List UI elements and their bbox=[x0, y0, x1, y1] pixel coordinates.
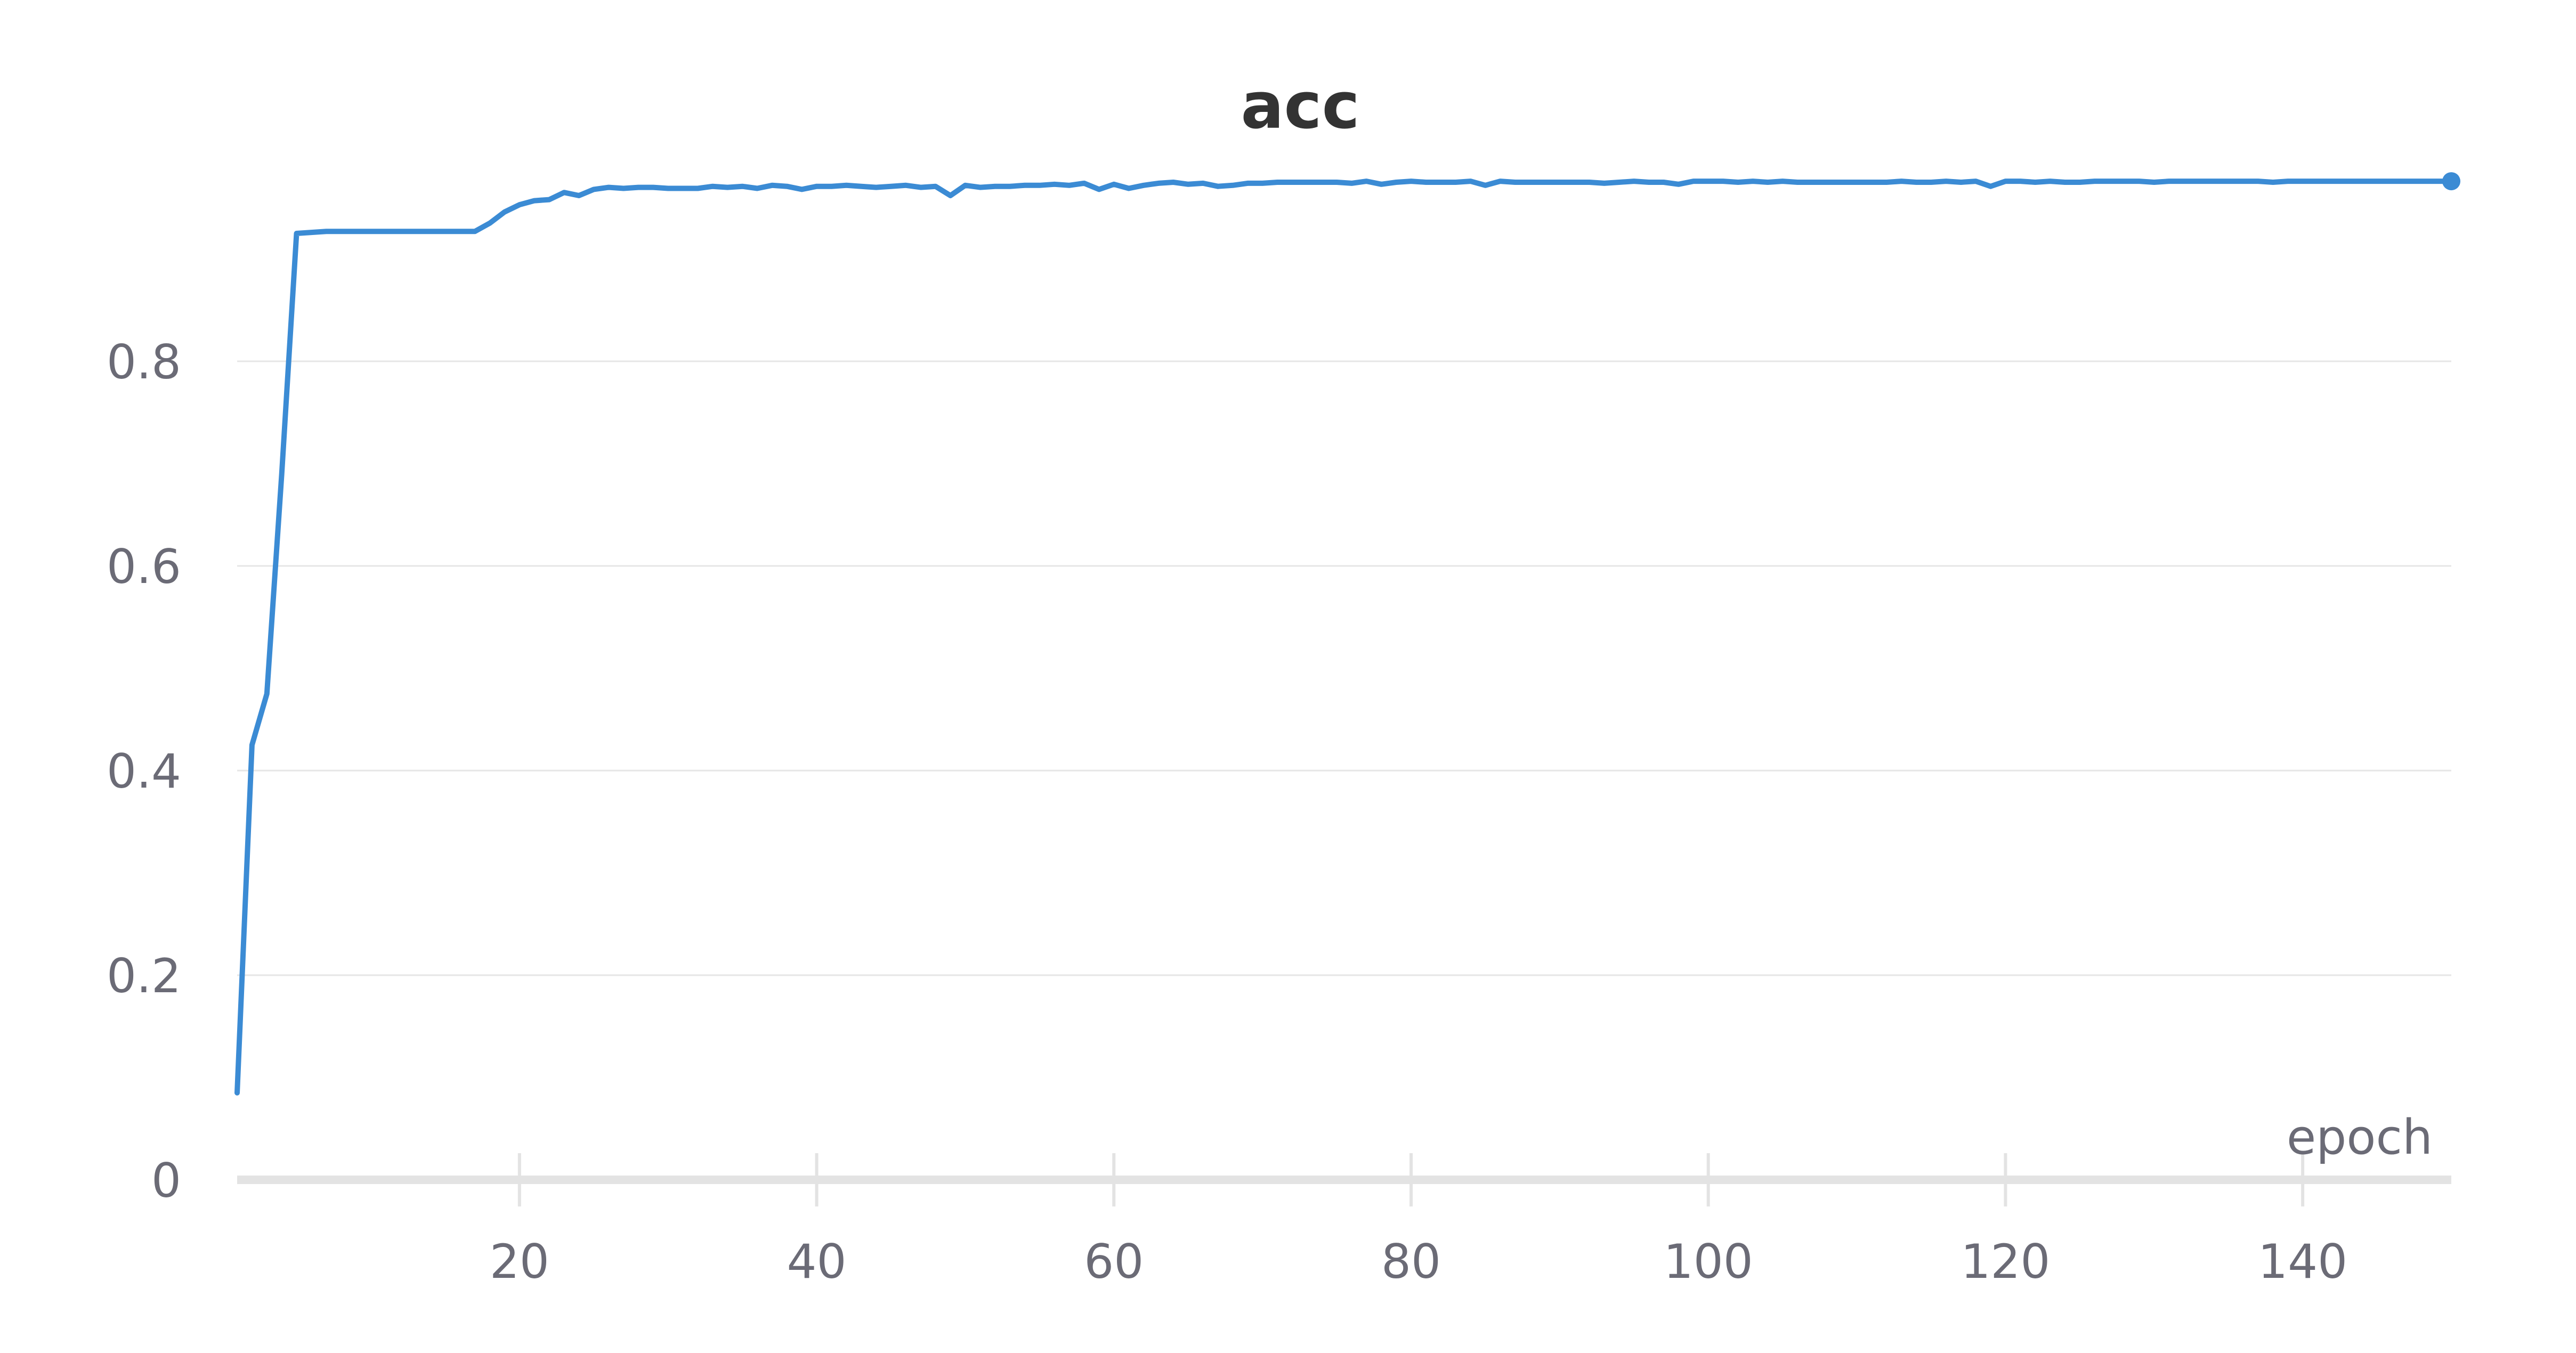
x-tick-label: 100 bbox=[1664, 1234, 1753, 1289]
x-tick-label: 40 bbox=[787, 1234, 847, 1289]
series-line bbox=[234, 179, 2454, 1096]
y-tick-label: 0.2 bbox=[107, 949, 181, 1003]
x-tick-label: 120 bbox=[1961, 1234, 2050, 1289]
x-tick-label: 60 bbox=[1084, 1234, 1144, 1289]
chart-title: acc bbox=[1241, 69, 1359, 143]
grid-lines bbox=[237, 360, 2451, 976]
x-axis-label: epoch bbox=[2287, 1109, 2433, 1165]
x-axis-tick-labels: 20 40 60 80 100 120 140 bbox=[490, 1234, 2347, 1289]
y-tick-label: 0.4 bbox=[107, 744, 181, 799]
series-layer bbox=[234, 172, 2460, 1096]
x-tick-label: 140 bbox=[2258, 1234, 2347, 1289]
x-axis bbox=[237, 1153, 2451, 1206]
y-tick-label: 0.8 bbox=[107, 335, 181, 390]
y-tick-label: 0.6 bbox=[107, 539, 181, 594]
y-axis-tick-labels: 0 0.2 0.4 0.6 0.8 bbox=[107, 335, 181, 1208]
x-tick-label: 80 bbox=[1381, 1234, 1441, 1289]
series-end-point[interactable] bbox=[2442, 172, 2460, 191]
x-tick-label: 20 bbox=[490, 1234, 549, 1289]
y-tick-label: 0 bbox=[151, 1153, 181, 1208]
